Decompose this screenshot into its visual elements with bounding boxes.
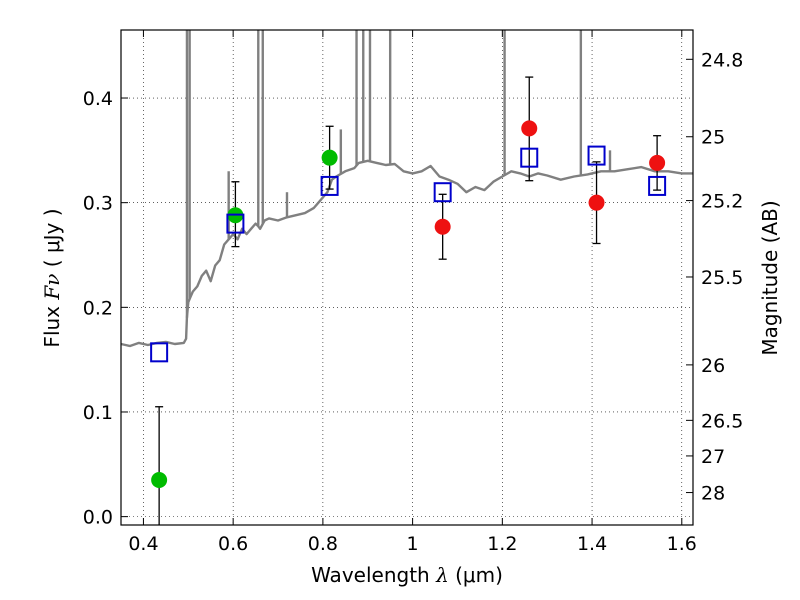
x-tick-label: 1.6 <box>667 533 697 555</box>
model-photometry-box <box>587 145 606 166</box>
red-photometry-point <box>588 194 605 211</box>
y-tick-label: 0.2 <box>83 297 113 319</box>
model-photometry-box <box>226 213 245 234</box>
y2-tick-label: 25.2 <box>701 191 743 213</box>
model-photometry-box <box>150 342 169 363</box>
model-photometry-box <box>433 182 452 203</box>
y2-tick-label: 28 <box>701 483 725 505</box>
axis-tick-labels: 0.4 0.6 0.8 1 1.2 1.4 1.6 0.0 0.1 0.2 0.3 0.4 24.8 25… <box>83 49 744 555</box>
y-tick-label: 0.3 <box>83 193 113 215</box>
spectrum-line <box>120 159 693 348</box>
axis-ticks <box>121 30 693 525</box>
x-tick-label: 1.2 <box>487 533 517 555</box>
y-tick-label: 0.0 <box>83 507 113 529</box>
x-tick-label: 0.6 <box>218 533 248 555</box>
y2-tick-label: 26.5 <box>701 410 743 432</box>
y-tick-label: 0.4 <box>83 88 113 110</box>
model-photometry-box <box>320 175 339 196</box>
x-tick-label: 1 <box>407 533 419 555</box>
x-tick-label: 0.8 <box>308 533 338 555</box>
y-axis-label: Flux Fν ( μJy ) <box>40 208 64 347</box>
model-photometry-box <box>648 175 667 196</box>
y2-tick-label: 25.5 <box>701 267 743 289</box>
x-tick-label: 0.4 <box>128 533 158 555</box>
y2-tick-label: 25 <box>701 127 725 149</box>
red-photometry-point <box>649 154 666 171</box>
green-photometry-point <box>151 472 168 488</box>
error-bars <box>155 76 662 525</box>
photometry-points <box>151 120 666 488</box>
plot-frame <box>120 29 694 526</box>
y2-tick-label: 27 <box>701 446 725 468</box>
grid-lines <box>121 30 693 525</box>
x-tick-label: 1.4 <box>577 533 607 555</box>
y-tick-label: 0.1 <box>83 402 113 424</box>
model-photometry-boxes <box>150 145 667 363</box>
model-spectrum <box>120 30 693 348</box>
green-photometry-point <box>321 149 338 166</box>
x-axis-label: Wavelength λ (μm) <box>311 563 503 587</box>
y2-axis-label: Magnitude (AB) <box>758 200 782 355</box>
y2-tick-label: 26 <box>701 355 725 377</box>
y2-tick-label: 24.8 <box>701 49 743 71</box>
model-photometry-box <box>520 147 539 168</box>
red-photometry-point <box>434 218 451 235</box>
red-photometry-point <box>521 120 538 137</box>
